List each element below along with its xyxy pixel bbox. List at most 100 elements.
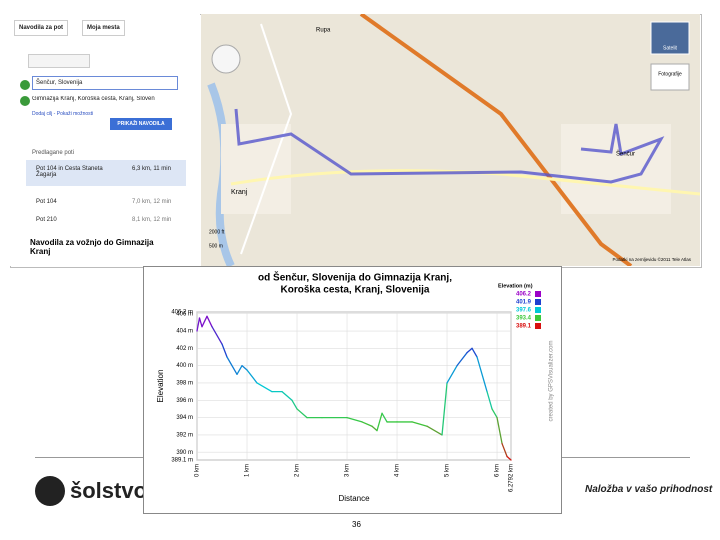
marker-a bbox=[20, 80, 30, 90]
elevation-segment bbox=[371, 425, 378, 432]
elevation-segment bbox=[346, 416, 363, 423]
legend-label: 393.4 bbox=[516, 316, 532, 322]
route-name[interactable]: Pot 210 bbox=[36, 217, 57, 223]
add-link[interactable]: Dodaj cilj - Pokaži možnosti bbox=[32, 111, 94, 117]
elevation-segment bbox=[291, 399, 298, 410]
y-axis-label: Elevation bbox=[156, 370, 165, 403]
elevation-segment bbox=[281, 390, 293, 401]
legend-label: 406.2 bbox=[516, 292, 532, 298]
to-input[interactable]: Gimnazija Kranj, Koroška cesta, Kranj, S… bbox=[32, 96, 155, 102]
directions-title: Navodila za vožnjo do Gimnazija Kranj bbox=[30, 238, 154, 256]
y-tick-label: 389.1 m bbox=[171, 458, 193, 464]
y-tick-label: 392 m bbox=[176, 432, 193, 438]
satellite-button[interactable] bbox=[650, 21, 690, 55]
place: Rupa bbox=[316, 28, 331, 34]
elevation-segment bbox=[201, 315, 208, 328]
elevation-segment bbox=[226, 356, 238, 375]
control-label[interactable]: Fotografije bbox=[658, 71, 682, 77]
logo-icon bbox=[35, 476, 65, 506]
footer-line bbox=[35, 457, 145, 458]
town-area bbox=[561, 124, 671, 214]
x-tick-label: 5 km bbox=[445, 464, 451, 477]
elevation-segment bbox=[381, 412, 388, 423]
sidebar: Navodila za pot Moja mesta Šenčur, Slove… bbox=[10, 14, 200, 266]
footer-line bbox=[560, 457, 690, 458]
route-info: 6,3 km, 11 min bbox=[132, 166, 171, 172]
x-tick-label: 6 km bbox=[495, 464, 501, 477]
elevation-segment bbox=[198, 317, 203, 328]
road bbox=[240, 23, 293, 255]
elevation-segment bbox=[376, 412, 383, 432]
elevation-segment bbox=[211, 326, 223, 345]
elevation-segment bbox=[491, 408, 498, 419]
legend-swatch bbox=[535, 323, 541, 329]
x-tick-label: 0 km bbox=[195, 464, 201, 477]
legend-label: 397.6 bbox=[516, 308, 532, 314]
elevation-segment bbox=[446, 365, 458, 384]
legend-swatch bbox=[535, 307, 541, 313]
elevation-chart: od Šenčur, Slovenija do Gimnazija Kranj,… bbox=[156, 271, 555, 503]
button[interactable]: PRIKAŽI NAVODILA bbox=[110, 118, 172, 130]
mode-buttons[interactable] bbox=[28, 54, 90, 68]
map: Satelit Fotografije Rupa Kranj Šenčur 20… bbox=[201, 14, 700, 266]
y-tick-label: 402 m bbox=[176, 346, 193, 352]
legend-title: Elevation (m) bbox=[498, 283, 533, 289]
x-tick-label: 1 km bbox=[245, 464, 251, 477]
road bbox=[230, 169, 700, 196]
legend-swatch bbox=[535, 291, 541, 297]
elevation-segment bbox=[426, 425, 443, 436]
slogan: Naložba v vašo prihodnost bbox=[585, 484, 713, 495]
route-info: 7,0 km, 12 min bbox=[132, 199, 172, 205]
legend-swatch bbox=[535, 299, 541, 305]
scale: 2000 ft bbox=[209, 229, 225, 235]
watermark: created by GPSVisualizer.com bbox=[549, 341, 555, 422]
elevation-segment bbox=[361, 421, 373, 427]
page-number: 36 bbox=[352, 520, 361, 529]
elevation-segment bbox=[476, 356, 488, 393]
chart-title: Koroška cesta, Kranj, Slovenija bbox=[281, 285, 430, 296]
y-tick-label: 404 m bbox=[176, 329, 193, 335]
legend-label: 389.1 bbox=[516, 324, 532, 330]
marker-b bbox=[20, 96, 30, 106]
legend-swatch bbox=[535, 315, 541, 321]
elevation-segment bbox=[256, 382, 273, 393]
elevation-segment bbox=[206, 315, 213, 328]
y-tick-label: 390 m bbox=[176, 450, 193, 456]
elevation-segment bbox=[236, 365, 243, 375]
route-info: 8,1 km, 12 min bbox=[132, 217, 172, 223]
tab[interactable]: Moja mesta bbox=[82, 20, 125, 36]
elevation-segment bbox=[196, 317, 201, 332]
from-input[interactable]: Šenčur, Slovenija bbox=[32, 76, 178, 90]
elevation-segment bbox=[221, 343, 228, 358]
logo-text: šolstvo bbox=[70, 478, 148, 503]
y-tick-label: 398 m bbox=[176, 381, 193, 387]
x-tick-label: 2 km bbox=[295, 464, 301, 477]
elevation-segment bbox=[496, 416, 503, 445]
selected-route[interactable] bbox=[26, 160, 186, 186]
legend-label: 401.9 bbox=[516, 300, 532, 306]
control-label[interactable]: Satelit bbox=[663, 45, 678, 51]
elevation-segment bbox=[466, 347, 473, 354]
x-axis-label: Distance bbox=[338, 494, 370, 503]
elevation-segment bbox=[246, 369, 258, 384]
attribution: Podatki na zemljevidu ©2011 Tele Atlas bbox=[613, 256, 692, 262]
elevation-segment bbox=[506, 455, 512, 461]
elevation-segment bbox=[501, 442, 508, 458]
y-tick-label: 406 m bbox=[176, 311, 193, 317]
route-line bbox=[234, 108, 665, 184]
x-tick-label: 4 km bbox=[395, 464, 401, 477]
tab[interactable]: Navodila za pot bbox=[14, 20, 69, 36]
route-name[interactable]: Pot 104 in Cesta Staneta Žagarja bbox=[36, 166, 103, 178]
chart-title: od Šenčur, Slovenija do Gimnazija Kranj, bbox=[258, 271, 452, 284]
town-area bbox=[221, 124, 291, 214]
pan-control[interactable] bbox=[211, 44, 241, 74]
elevation-segment bbox=[411, 421, 428, 427]
photos-button[interactable] bbox=[650, 63, 690, 91]
scale: 500 m bbox=[209, 243, 223, 249]
x-tick-label: 6.2792 km bbox=[509, 464, 515, 492]
route-name[interactable]: Pot 104 bbox=[36, 199, 57, 205]
elevation-segment bbox=[296, 408, 308, 419]
x-tick-label: 3 km bbox=[345, 464, 351, 477]
place: Kranj bbox=[231, 189, 248, 196]
